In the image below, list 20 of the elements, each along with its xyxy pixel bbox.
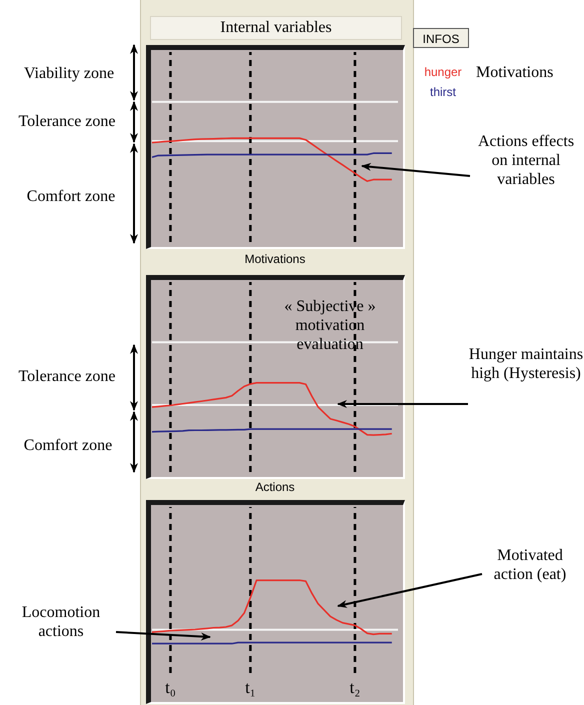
text: hunger — [423, 64, 463, 81]
text: Comfort zone — [22, 436, 114, 455]
x-tick-label: t₂ — [350, 678, 360, 698]
text: Motivated action (eat) — [492, 546, 568, 584]
text: Tolerance zone — [17, 112, 117, 131]
text: « Subjective » motivation evaluation — [283, 297, 377, 354]
text: Comfort zone — [26, 187, 116, 206]
x-tick-label: t₁ — [245, 678, 256, 698]
chart-title: Motivations — [244, 252, 306, 266]
text: Hunger maintains high (Hysteresis) — [468, 345, 584, 383]
text: Actions effects on internal variables — [476, 132, 576, 189]
text: Viability zone — [22, 64, 116, 83]
text: Locomotion actions — [20, 603, 102, 641]
infos-button: INFOS — [413, 28, 469, 48]
chart-title: Actions — [254, 480, 296, 494]
text: thirst — [428, 84, 457, 101]
x-tick-label: t₀ — [165, 678, 176, 698]
chart-title: Internal variables — [150, 16, 402, 40]
text: Motivations — [476, 63, 554, 82]
text: Tolerance zone — [17, 367, 117, 386]
